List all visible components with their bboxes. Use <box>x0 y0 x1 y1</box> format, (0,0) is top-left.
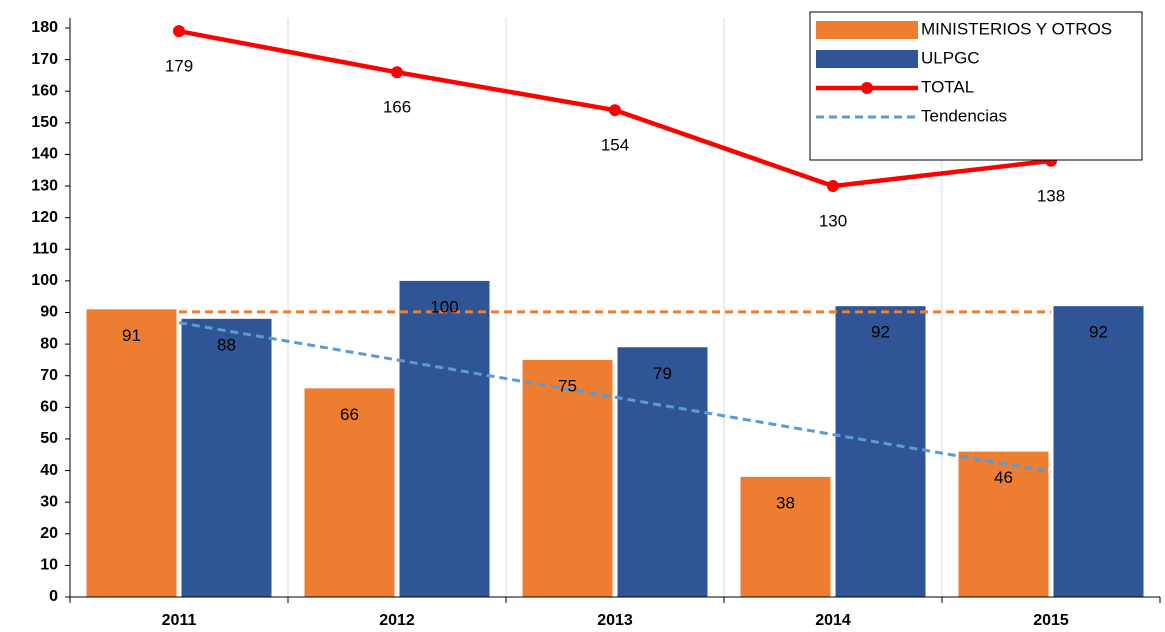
x-tick-label: 2012 <box>379 612 415 629</box>
y-tick-label: 100 <box>31 272 58 289</box>
y-tick-label: 0 <box>49 588 58 605</box>
y-tick-label: 180 <box>31 19 58 36</box>
y-tick-label: 140 <box>31 146 58 163</box>
y-tick-label: 50 <box>40 430 58 447</box>
bar <box>740 476 831 597</box>
y-tick-label: 40 <box>40 462 58 479</box>
data-label: 88 <box>217 335 236 354</box>
legend-label: ULPGC <box>921 48 980 67</box>
y-tick-label: 90 <box>40 304 58 321</box>
bar <box>86 309 177 597</box>
bar <box>835 306 926 597</box>
trend-line <box>178 321 1052 474</box>
data-label: 166 <box>383 98 411 117</box>
bar <box>522 359 613 597</box>
y-tick-label: 170 <box>31 51 58 68</box>
data-label: 100 <box>430 297 458 316</box>
data-label: 130 <box>819 212 847 231</box>
data-label: 138 <box>1037 186 1065 205</box>
data-label: 66 <box>340 405 359 424</box>
data-label: 154 <box>601 136 629 155</box>
legend-swatch <box>816 50 918 68</box>
x-tick-label: 2011 <box>162 612 197 629</box>
x-tick-label: 2015 <box>1033 612 1069 629</box>
x-tick-label: 2013 <box>597 612 633 629</box>
y-tick-label: 30 <box>40 493 58 510</box>
line-marker <box>173 25 185 38</box>
y-tick-label: 120 <box>31 209 58 226</box>
legend-label: TOTAL <box>921 77 974 96</box>
legend-marker <box>861 82 873 94</box>
data-label: 79 <box>653 364 672 383</box>
data-label: 92 <box>871 323 890 342</box>
y-tick-label: 20 <box>40 525 58 542</box>
y-tick-label: 110 <box>32 240 58 257</box>
data-label: 92 <box>1089 323 1108 342</box>
data-label: 46 <box>994 468 1013 487</box>
bar <box>958 451 1049 597</box>
data-label: 91 <box>122 326 141 345</box>
bar <box>617 347 708 597</box>
bar <box>181 318 272 597</box>
bar <box>399 280 490 597</box>
bar <box>1053 306 1144 597</box>
y-tick-label: 60 <box>40 399 58 416</box>
line-marker <box>827 180 839 193</box>
y-tick-label: 80 <box>40 335 58 352</box>
data-label: 179 <box>165 57 193 76</box>
y-tick-label: 150 <box>31 114 58 131</box>
y-tick-label: 10 <box>40 557 58 574</box>
legend-label: MINISTERIOS Y OTROS <box>921 19 1112 38</box>
y-tick-label: 70 <box>40 367 58 384</box>
bar <box>304 388 395 597</box>
line-marker <box>609 104 621 117</box>
line-marker <box>391 66 403 79</box>
y-tick-label: 130 <box>31 177 58 194</box>
legend-label: Tendencias <box>921 106 1007 125</box>
data-label: 38 <box>776 493 795 512</box>
y-tick-label: 160 <box>31 82 58 99</box>
data-label: 75 <box>558 376 577 395</box>
x-tick-label: 2014 <box>815 612 851 629</box>
legend-swatch <box>816 21 918 39</box>
